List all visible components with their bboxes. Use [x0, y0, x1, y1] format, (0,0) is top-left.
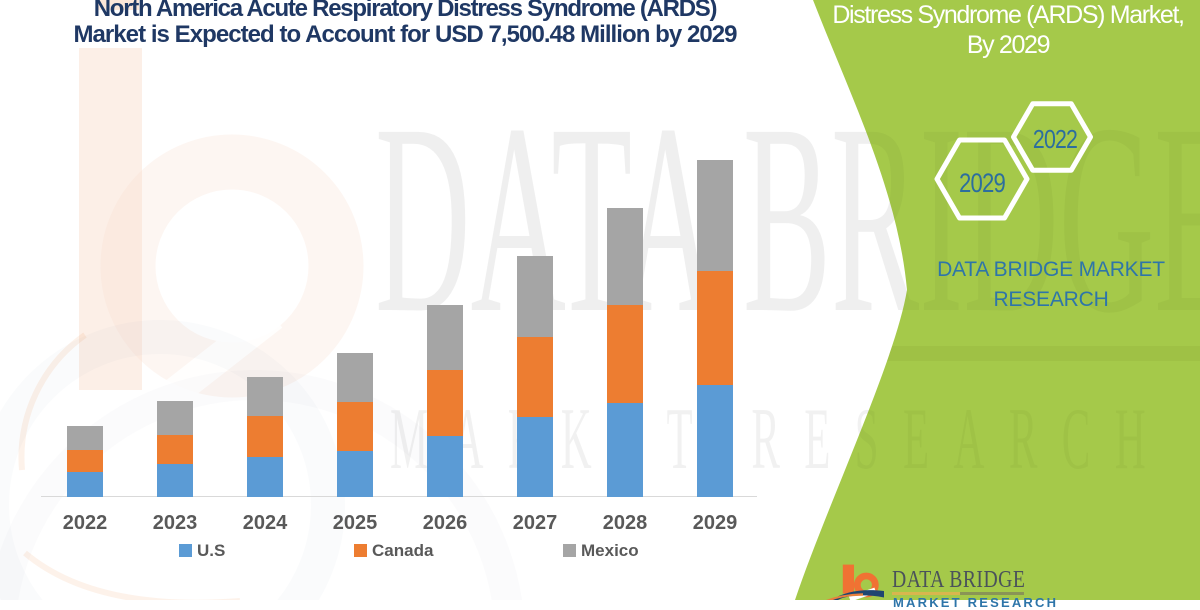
svg-text:MARKET RESEARCH: MARKET RESEARCH [390, 391, 1170, 488]
